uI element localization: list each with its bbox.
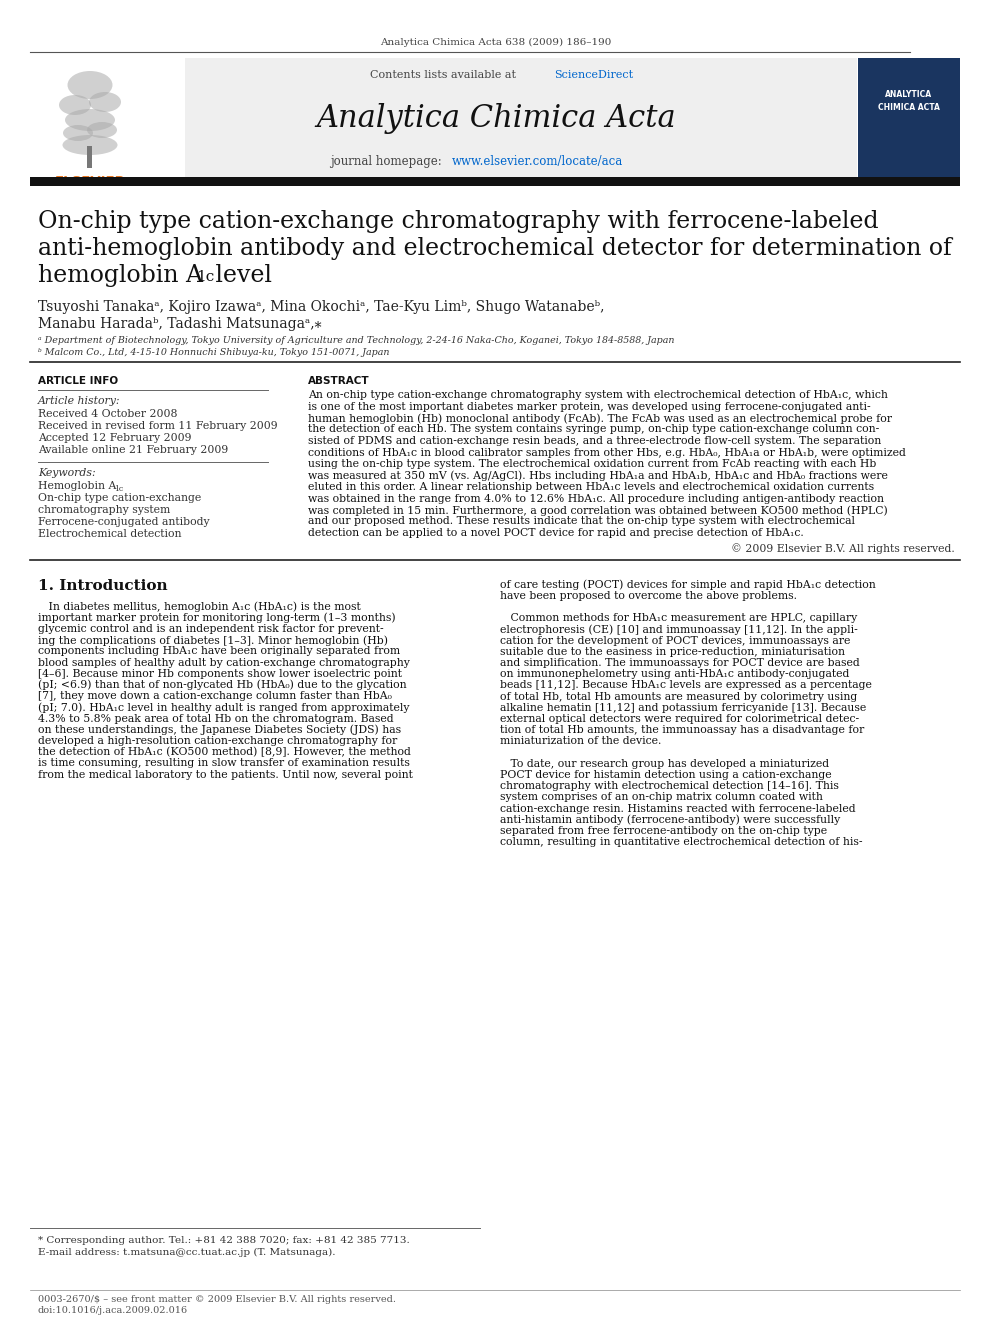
Ellipse shape	[63, 124, 93, 142]
Text: ELSEVIER: ELSEVIER	[55, 175, 125, 188]
Text: human hemoglobin (Hb) monoclonal antibody (FcAb). The FcAb was used as an electr: human hemoglobin (Hb) monoclonal antibod…	[308, 413, 892, 423]
Text: Contents lists available at: Contents lists available at	[370, 70, 520, 79]
Bar	[30, 177, 960, 187]
Text: separated from free ferrocene-antibody on the on-chip type: separated from free ferrocene-antibody o…	[500, 826, 827, 836]
Text: ᵃ Department of Biotechnology, Tokyo University of Agriculture and Technology, 2: ᵃ Department of Biotechnology, Tokyo Uni…	[38, 336, 675, 345]
Text: on these understandings, the Japanese Diabetes Society (JDS) has: on these understandings, the Japanese Di…	[38, 725, 401, 736]
Text: In diabetes mellitus, hemoglobin A₁c (HbA₁c) is the most: In diabetes mellitus, hemoglobin A₁c (Hb…	[38, 602, 361, 613]
Text: electrophoresis (CE) [10] and immunoassay [11,12]. In the appli-: electrophoresis (CE) [10] and immunoassa…	[500, 624, 858, 635]
Text: detection can be applied to a novel POCT device for rapid and precise detection : detection can be applied to a novel POCT…	[308, 528, 804, 538]
Text: of total Hb, total Hb amounts are measured by colorimetry using: of total Hb, total Hb amounts are measur…	[500, 692, 857, 701]
Text: ing the complications of diabetes [1–3]. Minor hemoglobin (Hb): ing the complications of diabetes [1–3].…	[38, 635, 388, 646]
Text: Hemoglobin A: Hemoglobin A	[38, 482, 116, 491]
Text: journal homepage:: journal homepage:	[330, 155, 445, 168]
Text: Analytica Chimica Acta: Analytica Chimica Acta	[316, 103, 676, 134]
Text: Received in revised form 11 February 2009: Received in revised form 11 February 200…	[38, 421, 278, 431]
Text: tion of total Hb amounts, the immunoassay has a disadvantage for: tion of total Hb amounts, the immunoassa…	[500, 725, 864, 736]
Text: chromatography with electrochemical detection [14–16]. This: chromatography with electrochemical dete…	[500, 781, 839, 791]
Text: 0003-2670/$ – see front matter © 2009 Elsevier B.V. All rights reserved.: 0003-2670/$ – see front matter © 2009 El…	[38, 1295, 396, 1304]
Text: alkaline hematin [11,12] and potassium ferricyanide [13]. Because: alkaline hematin [11,12] and potassium f…	[500, 703, 866, 713]
Text: Common methods for HbA₁c measurement are HPLC, capillary: Common methods for HbA₁c measurement are…	[500, 613, 857, 623]
Text: ARTICLE INFO: ARTICLE INFO	[38, 376, 118, 386]
Ellipse shape	[65, 108, 115, 131]
Ellipse shape	[62, 135, 117, 155]
Text: cation for the development of POCT devices, immunoassays are: cation for the development of POCT devic…	[500, 635, 850, 646]
Bar	[87, 146, 92, 168]
Text: Accepted 12 February 2009: Accepted 12 February 2009	[38, 433, 191, 443]
Text: [4–6]. Because minor Hb components show lower isoelectric point: [4–6]. Because minor Hb components show …	[38, 668, 402, 679]
Text: doi:10.1016/j.aca.2009.02.016: doi:10.1016/j.aca.2009.02.016	[38, 1306, 188, 1315]
Text: 1c: 1c	[196, 270, 214, 284]
Text: © 2009 Elsevier B.V. All rights reserved.: © 2009 Elsevier B.V. All rights reserved…	[731, 544, 955, 554]
Text: the detection of each Hb. The system contains syringe pump, on-chip type cation-: the detection of each Hb. The system con…	[308, 425, 879, 434]
Text: hemoglobin A: hemoglobin A	[38, 265, 203, 287]
Text: level: level	[208, 265, 272, 287]
Text: Received 4 October 2008: Received 4 October 2008	[38, 409, 178, 419]
Text: anti-hemoglobin antibody and electrochemical detector for determination of: anti-hemoglobin antibody and electrochem…	[38, 237, 951, 261]
Text: Manabu Haradaᵇ, Tadashi Matsunagaᵃ,⁎: Manabu Haradaᵇ, Tadashi Matsunagaᵃ,⁎	[38, 318, 321, 331]
Text: is one of the most important diabetes marker protein, was developed using ferroc: is one of the most important diabetes ma…	[308, 401, 871, 411]
Text: POCT device for histamin detection using a cation-exchange: POCT device for histamin detection using…	[500, 770, 831, 779]
Text: 4.3% to 5.8% peak area of total Hb on the chromatogram. Based: 4.3% to 5.8% peak area of total Hb on th…	[38, 713, 394, 724]
Text: beads [11,12]. Because HbA₁c levels are expressed as a percentage: beads [11,12]. Because HbA₁c levels are …	[500, 680, 872, 691]
Text: was measured at 350 mV (vs. Ag/AgCl). Hbs including HbA₁a and HbA₁b, HbA₁c and H: was measured at 350 mV (vs. Ag/AgCl). Hb…	[308, 471, 888, 482]
Text: from the medical laboratory to the patients. Until now, several point: from the medical laboratory to the patie…	[38, 770, 413, 779]
Text: of care testing (POCT) devices for simple and rapid HbA₁c detection: of care testing (POCT) devices for simpl…	[500, 579, 876, 590]
Text: ᵇ Malcom Co., Ltd, 4-15-10 Honnuchi Shibuya-ku, Tokyo 151-0071, Japan: ᵇ Malcom Co., Ltd, 4-15-10 Honnuchi Shib…	[38, 348, 390, 357]
Text: ScienceDirect: ScienceDirect	[554, 70, 633, 79]
Text: Tsuyoshi Tanakaᵃ, Kojiro Izawaᵃ, Mina Okochiᵃ, Tae-Kyu Limᵇ, Shugo Watanabeᵇ,: Tsuyoshi Tanakaᵃ, Kojiro Izawaᵃ, Mina Ok…	[38, 300, 604, 314]
Text: Analytica Chimica Acta 638 (2009) 186–190: Analytica Chimica Acta 638 (2009) 186–19…	[380, 38, 612, 48]
Text: 1c: 1c	[114, 486, 123, 493]
Bar	[185, 58, 857, 179]
Text: on immunonephelometry using anti-HbA₁c antibody-conjugated: on immunonephelometry using anti-HbA₁c a…	[500, 669, 849, 679]
Text: Keywords:: Keywords:	[38, 468, 95, 478]
Text: 1. Introduction: 1. Introduction	[38, 579, 168, 594]
Text: was completed in 15 min. Furthermore, a good correlation was obtained between KO: was completed in 15 min. Furthermore, a …	[308, 505, 888, 516]
Ellipse shape	[87, 122, 117, 138]
Text: ANALYTICA
CHIMICA ACTA: ANALYTICA CHIMICA ACTA	[878, 90, 940, 111]
Text: column, resulting in quantitative electrochemical detection of his-: column, resulting in quantitative electr…	[500, 837, 862, 847]
Text: cation-exchange resin. Histamins reacted with ferrocene-labeled: cation-exchange resin. Histamins reacted…	[500, 803, 856, 814]
Text: developed a high-resolution cation-exchange chromatography for: developed a high-resolution cation-excha…	[38, 736, 397, 746]
Text: important marker protein for monitoring long-term (1–3 months): important marker protein for monitoring …	[38, 613, 396, 623]
Text: components including HbA₁c have been originally separated from: components including HbA₁c have been ori…	[38, 647, 400, 656]
Text: Article history:: Article history:	[38, 396, 120, 406]
Text: glycemic control and is an independent risk factor for prevent-: glycemic control and is an independent r…	[38, 624, 384, 634]
Text: [7], they move down a cation-exchange column faster than HbA₀: [7], they move down a cation-exchange co…	[38, 691, 392, 701]
Text: Electrochemical detection: Electrochemical detection	[38, 529, 182, 538]
Text: Available online 21 February 2009: Available online 21 February 2009	[38, 445, 228, 455]
Text: An on-chip type cation-exchange chromatography system with electrochemical detec: An on-chip type cation-exchange chromato…	[308, 390, 888, 400]
Text: On-chip type cation-exchange: On-chip type cation-exchange	[38, 493, 201, 503]
Text: eluted in this order. A linear relationship between HbA₁c levels and electrochem: eluted in this order. A linear relations…	[308, 482, 874, 492]
Text: To date, our research group has developed a miniaturized: To date, our research group has develope…	[500, 758, 829, 769]
Text: and our proposed method. These results indicate that the on-chip type system wit: and our proposed method. These results i…	[308, 516, 855, 527]
Text: using the on-chip type system. The electrochemical oxidation current from FcAb r: using the on-chip type system. The elect…	[308, 459, 876, 468]
Bar	[858, 58, 960, 179]
Text: (pI; <6.9) than that of non-glycated Hb (HbA₀) due to the glycation: (pI; <6.9) than that of non-glycated Hb …	[38, 680, 407, 691]
Text: was obtained in the range from 4.0% to 12.6% HbA₁c. All procedure including anti: was obtained in the range from 4.0% to 1…	[308, 493, 884, 504]
Text: is time consuming, resulting in slow transfer of examination results: is time consuming, resulting in slow tra…	[38, 758, 410, 769]
Ellipse shape	[89, 93, 121, 112]
Text: external optical detectors were required for colorimetrical detec-: external optical detectors were required…	[500, 714, 859, 724]
Text: the detection of HbA₁c (KO500 method) [8,9]. However, the method: the detection of HbA₁c (KO500 method) [8…	[38, 747, 411, 758]
Text: blood samples of healthy adult by cation-exchange chromatography: blood samples of healthy adult by cation…	[38, 658, 410, 668]
Text: Ferrocene-conjugated antibody: Ferrocene-conjugated antibody	[38, 517, 209, 527]
Text: www.elsevier.com/locate/aca: www.elsevier.com/locate/aca	[452, 155, 623, 168]
Text: chromatography system: chromatography system	[38, 505, 171, 515]
Text: and simplification. The immunoassays for POCT device are based: and simplification. The immunoassays for…	[500, 658, 860, 668]
Text: ABSTRACT: ABSTRACT	[308, 376, 370, 386]
Text: sisted of PDMS and cation-exchange resin beads, and a three-electrode flow-cell : sisted of PDMS and cation-exchange resin…	[308, 437, 881, 446]
Text: On-chip type cation-exchange chromatography with ferrocene-labeled: On-chip type cation-exchange chromatogra…	[38, 210, 879, 233]
Text: (pI; 7.0). HbA₁c level in healthy adult is ranged from approximately: (pI; 7.0). HbA₁c level in healthy adult …	[38, 703, 410, 713]
Text: E-mail address: t.matsuna@cc.tuat.ac.jp (T. Matsunaga).: E-mail address: t.matsuna@cc.tuat.ac.jp …	[38, 1248, 335, 1257]
Text: miniaturization of the device.: miniaturization of the device.	[500, 737, 662, 746]
Text: conditions of HbA₁c in blood calibrator samples from other Hbs, e.g. HbA₀, HbA₁a: conditions of HbA₁c in blood calibrator …	[308, 447, 906, 458]
Text: have been proposed to overcome the above problems.: have been proposed to overcome the above…	[500, 590, 797, 601]
Text: suitable due to the easiness in price-reduction, miniaturisation: suitable due to the easiness in price-re…	[500, 647, 845, 656]
Text: * Corresponding author. Tel.: +81 42 388 7020; fax: +81 42 385 7713.: * Corresponding author. Tel.: +81 42 388…	[38, 1236, 410, 1245]
Text: anti-histamin antibody (ferrocene-antibody) were successfully: anti-histamin antibody (ferrocene-antibo…	[500, 815, 840, 826]
Ellipse shape	[59, 95, 91, 115]
Text: system comprises of an on-chip matrix column coated with: system comprises of an on-chip matrix co…	[500, 792, 823, 802]
Ellipse shape	[67, 71, 112, 99]
